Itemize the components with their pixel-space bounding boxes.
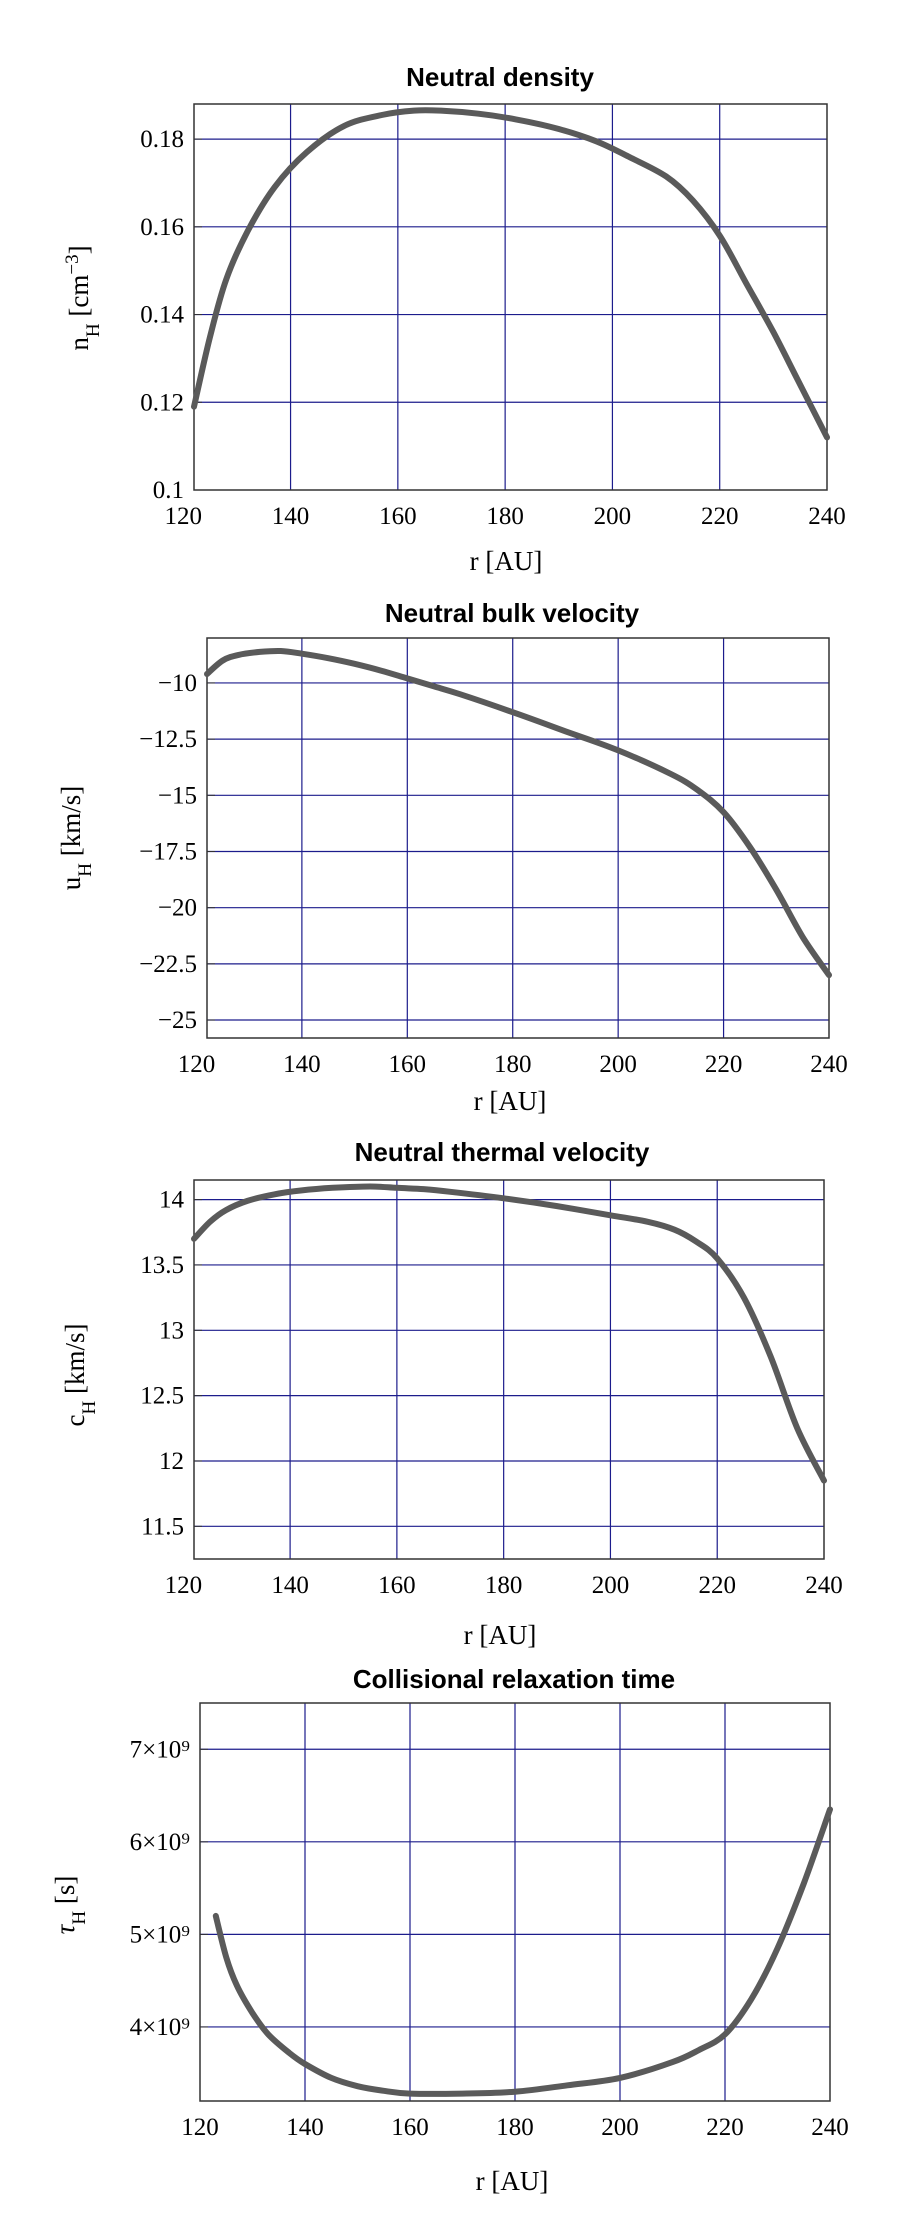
y-tick-label: −20	[158, 895, 197, 922]
y-axis-label-unit: [cm	[64, 275, 94, 324]
x-tick-label: 240	[810, 1051, 848, 1078]
y-axis-label-close: ]	[64, 245, 94, 254]
y-tick-label: 13	[159, 1317, 184, 1344]
chart-title: Neutral thermal velocity	[355, 1137, 650, 1167]
x-tick-label: 160	[378, 1572, 416, 1599]
y-tick-label: 5×10⁹	[130, 1921, 190, 1948]
plot-frame	[193, 103, 828, 491]
y-tick-label: 12	[159, 1448, 184, 1475]
x-tick-label: 240	[811, 2114, 849, 2141]
y-axis-label-unit: [s]	[50, 1876, 80, 1911]
x-tick-label: 180	[496, 2114, 534, 2141]
y-axis-label: uH [km/s]	[56, 786, 96, 890]
y-tick-label: 0.14	[140, 302, 184, 329]
x-tick-label: 120	[165, 1572, 203, 1599]
y-tick-label: 0.18	[140, 126, 184, 153]
y-axis-label-main: n	[64, 337, 94, 351]
y-axis-label: cH [km/s]	[60, 1324, 100, 1427]
y-axis-label-sub: H	[75, 863, 96, 877]
x-tick-label: 180	[486, 503, 524, 530]
x-tick-label: 200	[599, 1051, 637, 1078]
panel-neutral-density: Neutral density 120 140 160 180 200 220 240 0.1…	[62, 62, 846, 576]
x-axis-label: r [AU]	[474, 1086, 547, 1116]
series-line	[204, 647, 832, 979]
x-tick-label: 120	[165, 503, 203, 530]
x-axis-label: r [AU]	[470, 546, 543, 576]
y-tick-label: −10	[158, 670, 197, 697]
chart-title: Collisional relaxation time	[353, 1664, 675, 1694]
x-tick-label: 240	[808, 503, 846, 530]
x-tick-label: 160	[391, 2114, 429, 2141]
y-tick-label: −15	[158, 782, 197, 809]
y-axis-label-sub: H	[79, 1401, 100, 1415]
series-line	[191, 1183, 827, 1484]
y-axis-label-sub: H	[83, 323, 104, 337]
x-tick-label: 220	[705, 1051, 743, 1078]
x-tick-label: 140	[271, 1572, 309, 1599]
x-tick-label: 220	[706, 2114, 744, 2141]
x-tick-label: 220	[698, 1572, 736, 1599]
y-tick-label: −17.5	[139, 838, 197, 865]
x-tick-label: 200	[601, 2114, 639, 2141]
y-tick-label: −22.5	[139, 951, 197, 978]
y-axis-label-main: u	[56, 876, 86, 890]
y-tick-label: 0.16	[140, 214, 184, 241]
chart-title: Neutral bulk velocity	[385, 598, 640, 628]
panel-neutral-thermal-velocity: Neutral thermal velocity 120 140 160 180 200…	[60, 1137, 843, 1650]
plot-frame	[199, 1702, 831, 2102]
y-axis-label-main: c	[60, 1414, 90, 1426]
plot-frame	[193, 1179, 825, 1560]
x-tick-label: 180	[485, 1572, 523, 1599]
y-tick-label: 12.5	[140, 1383, 184, 1410]
y-axis-label-sub: H	[69, 1911, 90, 1925]
x-tick-label: 160	[389, 1051, 427, 1078]
x-axis-label: r [AU]	[464, 1620, 537, 1650]
plot-frame	[206, 637, 830, 1039]
y-tick-label: 11.5	[141, 1513, 184, 1540]
x-tick-label: 140	[272, 503, 310, 530]
y-tick-label: −12.5	[139, 726, 197, 753]
y-tick-label: 0.1	[153, 477, 184, 504]
x-tick-label: 220	[701, 503, 739, 530]
x-tick-label: 140	[286, 2114, 324, 2141]
y-axis-label-sup: −3	[62, 254, 83, 274]
y-tick-label: −25	[158, 1007, 197, 1034]
x-tick-label: 140	[283, 1051, 321, 1078]
x-tick-label: 180	[494, 1051, 532, 1078]
panel-neutral-bulk-velocity: Neutral bulk velocity 120 140 160 180 200 220…	[56, 598, 848, 1116]
x-tick-label: 120	[178, 1051, 216, 1078]
y-axis-label: nH [cm−3]	[62, 245, 104, 350]
y-axis-label-main: τ	[50, 1923, 80, 1934]
y-tick-label: 6×10⁹	[130, 1829, 190, 1856]
series-line	[212, 1806, 833, 2097]
x-tick-label: 120	[181, 2114, 219, 2141]
y-tick-label: 4×10⁹	[130, 2014, 190, 2041]
x-tick-label: 160	[379, 503, 417, 530]
y-axis-label-unit: [km/s]	[60, 1324, 90, 1401]
series-line	[191, 107, 830, 441]
y-tick-label: 13.5	[140, 1252, 184, 1279]
x-tick-label: 200	[594, 503, 632, 530]
x-tick-label: 240	[805, 1572, 843, 1599]
x-axis-label: r [AU]	[476, 2166, 549, 2196]
y-axis-label: τH [s]	[50, 1876, 90, 1935]
panel-collisional-relaxation-time: Collisional relaxation time 120 140 160 180…	[50, 1664, 849, 2196]
y-tick-label: 7×10⁹	[130, 1736, 190, 1763]
y-axis-label-unit: [km/s]	[56, 786, 86, 863]
y-tick-label: 0.12	[140, 389, 184, 416]
chart-title: Neutral density	[406, 62, 594, 92]
y-tick-label: 14	[159, 1187, 185, 1214]
x-tick-label: 200	[592, 1572, 630, 1599]
